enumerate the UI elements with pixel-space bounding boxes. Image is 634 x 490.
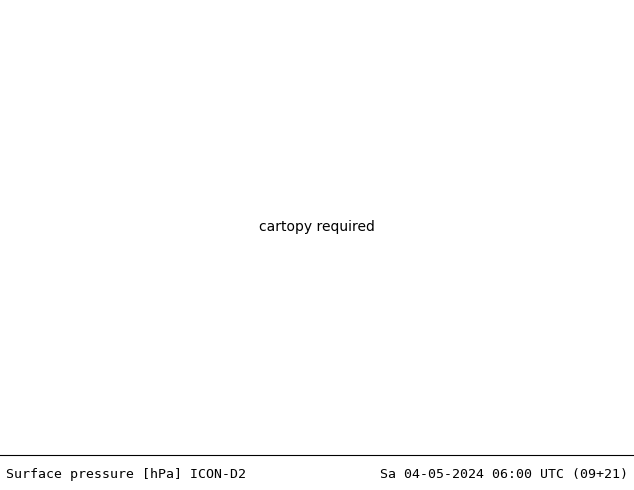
Text: Surface pressure [hPa] ICON-D2: Surface pressure [hPa] ICON-D2 (6, 468, 247, 481)
Text: cartopy required: cartopy required (259, 220, 375, 234)
Text: Sa 04-05-2024 06:00 UTC (09+21): Sa 04-05-2024 06:00 UTC (09+21) (380, 468, 628, 481)
